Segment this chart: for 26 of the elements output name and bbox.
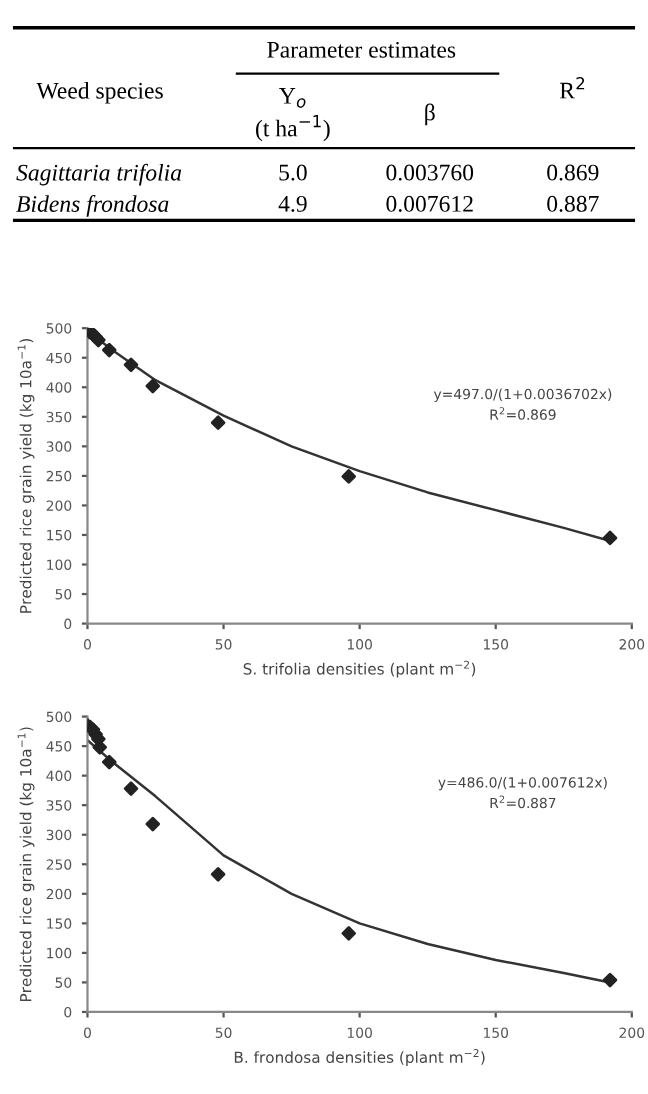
point bbox=[123, 781, 139, 796]
point bbox=[602, 530, 618, 546]
point bbox=[92, 740, 108, 755]
point bbox=[210, 867, 226, 882]
point bbox=[101, 754, 117, 770]
text: Bidens frondosa bbox=[16, 195, 169, 217]
point bbox=[123, 357, 139, 373]
text: Parameter estimates bbox=[267, 41, 456, 58]
text: 0.007612 bbox=[386, 195, 473, 212]
point bbox=[210, 415, 226, 430]
text: 0.887 bbox=[547, 195, 599, 212]
text: 0.003760 bbox=[386, 164, 474, 181]
text: Weed species bbox=[36, 82, 163, 104]
point bbox=[341, 469, 357, 484]
point bbox=[341, 926, 357, 941]
point bbox=[101, 342, 117, 358]
text: Sagittaria trifolia bbox=[16, 163, 182, 186]
text: 4.9 bbox=[278, 195, 307, 212]
point bbox=[145, 816, 161, 832]
point bbox=[145, 378, 161, 394]
text: β bbox=[425, 103, 435, 126]
text: 0.869 bbox=[547, 164, 599, 181]
text: R$^{2}$ bbox=[559, 77, 585, 99]
text: 5.0 bbox=[279, 164, 307, 181]
text: Y$_{o}$ (t ha$^{−1}$) bbox=[256, 88, 330, 142]
point bbox=[602, 972, 618, 988]
